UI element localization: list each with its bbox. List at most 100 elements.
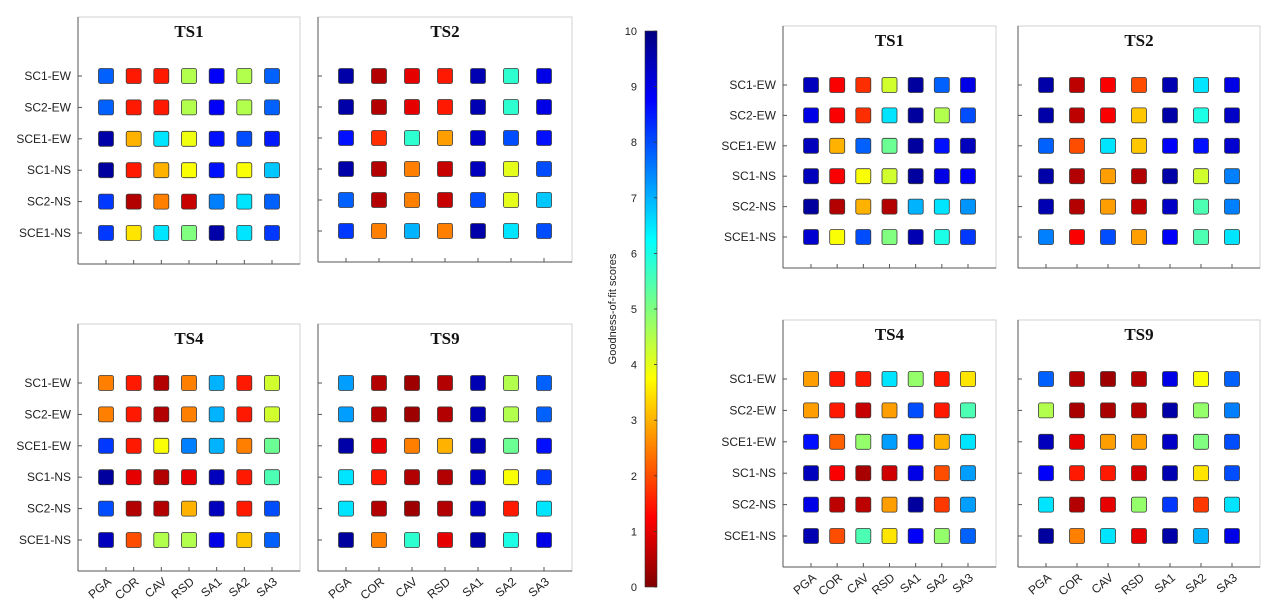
heatmap-cell (371, 161, 387, 177)
colorbar-tick-label: 5 (631, 304, 637, 316)
heatmap-cell (153, 68, 170, 84)
heatmap-cell (1038, 137, 1054, 154)
row-label: SCE1-EW (16, 132, 71, 146)
column-label: PGA (1026, 571, 1054, 598)
heatmap-cell (536, 500, 552, 517)
heatmap-cell (855, 107, 872, 124)
heatmap-cell (181, 500, 197, 517)
heatmap-cell (470, 192, 486, 208)
column-label: SA2 (1183, 570, 1210, 596)
heatmap-cell (264, 99, 280, 116)
heatmap-cell (881, 198, 898, 215)
heatmap-cell (881, 465, 898, 482)
row-label: SC2-EW (24, 100, 71, 114)
colorbar-tick-label: 4 (631, 360, 637, 372)
column-label: RSD (869, 570, 898, 597)
heatmap-cell (1100, 433, 1116, 450)
heatmap-cell (960, 77, 976, 93)
heatmap-cell (1224, 77, 1240, 93)
heatmap-cell (1193, 465, 1209, 482)
heatmap-cell (960, 168, 976, 185)
row-label: SCE1-EW (721, 139, 776, 153)
column-label: SA1 (198, 574, 225, 600)
heatmap-cell (208, 469, 225, 486)
row-label: SC2-EW (24, 407, 71, 421)
heatmap-cell (881, 433, 898, 450)
heatmap-cell (855, 229, 872, 245)
heatmap-cell (264, 225, 280, 241)
heatmap-cell (264, 437, 280, 454)
heatmap-cell (371, 469, 387, 486)
heatmap-cell (153, 532, 170, 548)
heatmap-cell (181, 469, 197, 486)
heatmap-cell (437, 406, 453, 423)
heatmap-cell (264, 68, 280, 84)
heatmap-cell (1038, 402, 1054, 419)
panel-title: TS2 (430, 22, 459, 41)
heatmap-cell (803, 496, 819, 513)
heatmap-cell (125, 193, 142, 210)
heatmap-cell (1038, 229, 1054, 245)
heatmap-cell (125, 406, 142, 423)
heatmap-cell (881, 496, 898, 513)
heatmap-cell (404, 469, 420, 486)
heatmap-cell (1069, 77, 1085, 93)
heatmap-cell (933, 496, 950, 513)
heatmap-cell (933, 229, 950, 245)
heatmap-cell (371, 192, 387, 208)
heatmap-cell (1131, 229, 1147, 245)
heatmap-panel-left-ts1: TS1 SC1-EW SC2-EW SCE1-EW SC1-NS SC2-NS SCE1-N… (16, 16, 301, 265)
heatmap-cell (536, 469, 552, 486)
heatmap-cell (404, 500, 420, 517)
column-label: COR (357, 574, 387, 602)
heatmap-cell (829, 168, 846, 185)
heatmap-cell (907, 465, 924, 482)
heatmap-cell (1038, 168, 1054, 185)
heatmap-cell (881, 402, 898, 419)
heatmap-cell (1100, 77, 1116, 93)
heatmap-cell (404, 223, 420, 239)
heatmap-cell (1162, 433, 1178, 450)
heatmap-cell (404, 532, 420, 548)
heatmap-cell (803, 371, 819, 387)
column-label: SA1 (897, 570, 924, 596)
heatmap-panels: TS1 SC1-EW SC2-EW SCE1-EW SC1-NS SC2-NS SCE1-N… (16, 16, 1261, 602)
heatmap-cell (855, 433, 872, 450)
heatmap-cell (1193, 107, 1209, 124)
row-label: SC1-EW (729, 78, 776, 92)
heatmap-cell (933, 528, 950, 544)
row-label: SCE1-EW (721, 435, 776, 449)
heatmap-cell (470, 99, 486, 115)
heatmap-cell (98, 193, 114, 210)
row-label: SC2-EW (729, 108, 776, 122)
heatmap-cell (181, 130, 197, 147)
heatmap-cell (208, 162, 225, 179)
heatmap-cell (1100, 229, 1116, 245)
heatmap-cell (338, 68, 354, 84)
row-label: SC1-NS (732, 466, 776, 480)
heatmap-cell (371, 437, 387, 454)
heatmap-cell (338, 161, 354, 177)
heatmap-cell (960, 465, 976, 482)
column-label: CAV (393, 575, 420, 601)
heatmap-cell (1224, 229, 1240, 245)
panel-title: TS4 (174, 329, 204, 348)
heatmap-cell (1162, 371, 1178, 387)
heatmap-cell (1193, 168, 1209, 185)
column-label: COR (816, 570, 846, 598)
heatmap-cell (907, 496, 924, 513)
heatmap-cell (1038, 433, 1054, 450)
heatmap-cell (1193, 528, 1209, 544)
heatmap-cell (1193, 198, 1209, 215)
heatmap-cell (208, 130, 225, 147)
heatmap-cell (404, 192, 420, 208)
heatmap-cell (1100, 496, 1116, 513)
heatmap-cell (125, 375, 142, 391)
heatmap-cell (1193, 496, 1209, 513)
heatmap-cell (437, 68, 453, 84)
heatmap-cell (1069, 528, 1085, 544)
heatmap-cell (1224, 433, 1240, 450)
heatmap-cell (338, 437, 354, 454)
heatmap-cell (503, 192, 519, 208)
heatmap-cell (1224, 371, 1240, 387)
